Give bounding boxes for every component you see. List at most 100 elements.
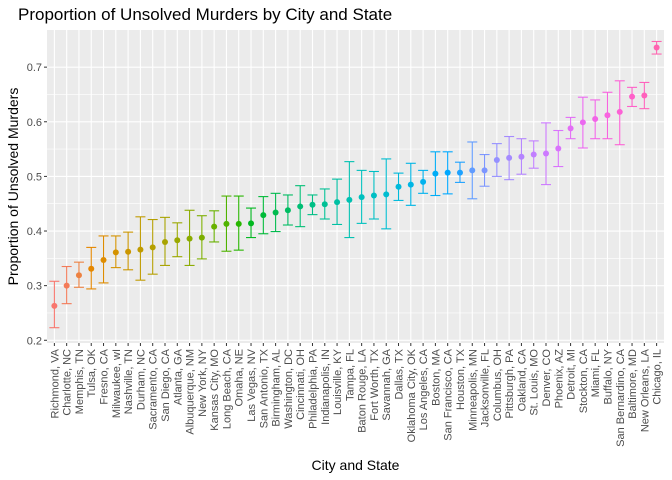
data-point xyxy=(493,157,500,164)
data-point xyxy=(469,167,476,174)
x-tick-label: Memphis, TN xyxy=(74,349,86,414)
data-point xyxy=(383,191,390,198)
city-point-group xyxy=(172,222,183,258)
x-tick-label: Oklahoma City, OK xyxy=(406,348,418,442)
data-point xyxy=(506,154,513,161)
city-point-group xyxy=(282,194,293,226)
x-tick-label: Houston, TX xyxy=(455,348,467,410)
data-point xyxy=(186,235,193,242)
x-axis-title: City and State xyxy=(312,457,400,473)
data-point xyxy=(174,237,181,244)
x-tick-label: Washington, DC xyxy=(283,349,295,429)
data-point xyxy=(555,145,562,152)
city-point-group xyxy=(393,172,404,201)
city-point-group xyxy=(418,169,429,194)
chart-title: Proportion of Unsolved Murders by City a… xyxy=(18,5,392,24)
city-point-group xyxy=(368,170,379,220)
x-tick-label: Dallas, TX xyxy=(394,348,406,399)
x-tick-label: Jacksonville, FL xyxy=(480,349,492,427)
city-point-group xyxy=(504,135,515,181)
data-point xyxy=(137,246,144,253)
x-tick-label: Birmingham, AL xyxy=(271,349,283,427)
city-point-group xyxy=(577,96,588,149)
x-tick-label: Tampa, FL xyxy=(344,349,356,401)
city-point-group xyxy=(405,162,416,206)
x-tick-label: Miami, FL xyxy=(590,349,602,397)
x-tick-label: Fort Worth, TX xyxy=(369,348,381,420)
x-tick-label: Buffalo, NY xyxy=(602,348,614,404)
x-tick-label: Savannah, GA xyxy=(381,348,393,420)
city-point-group xyxy=(110,235,121,269)
data-point xyxy=(260,212,267,219)
data-point xyxy=(567,125,574,132)
city-point-group xyxy=(49,280,60,329)
y-tick-label: 0.6 xyxy=(27,117,42,129)
data-point xyxy=(309,201,316,208)
city-point-group xyxy=(196,215,207,260)
city-point-group xyxy=(319,188,330,220)
x-tick-label: New Orleans, LA xyxy=(639,348,651,432)
y-axis-title: Proportion of Unsolved Murders xyxy=(5,88,21,286)
data-point xyxy=(235,220,242,227)
data-point xyxy=(444,169,451,176)
plot-panel xyxy=(47,30,664,343)
data-point xyxy=(63,282,70,289)
x-tick-label: Atlanta, GA xyxy=(172,348,184,405)
x-tick-label: San Diego, CA xyxy=(160,348,172,421)
city-point-group xyxy=(590,99,601,140)
data-point xyxy=(211,223,218,230)
x-tick-label: Baltimore, MD xyxy=(627,349,639,419)
city-point-group xyxy=(86,246,97,290)
data-point xyxy=(407,181,414,188)
city-point-group xyxy=(565,116,576,140)
data-point xyxy=(395,183,402,190)
city-point-group xyxy=(209,210,220,243)
city-point-group xyxy=(541,122,552,186)
x-tick-label: St. Louis, MO xyxy=(529,349,541,416)
y-tick-label: 0.5 xyxy=(27,171,42,183)
data-point xyxy=(248,220,255,227)
city-point-group xyxy=(430,151,441,197)
city-point-group xyxy=(528,140,539,169)
x-tick-label: San Francisco, CA xyxy=(443,348,455,440)
city-point-group xyxy=(491,143,502,177)
x-tick-label: Albuquerque, NM xyxy=(185,349,197,435)
x-tick-label: Columbus, OH xyxy=(492,349,504,421)
x-tick-label: Detroit, MI xyxy=(566,349,578,400)
city-point-group xyxy=(467,141,478,200)
data-point xyxy=(543,150,550,157)
y-axis: 0.2 0.3 0.4 0.5 0.6 0.7 xyxy=(27,62,47,347)
x-tick-label: Baton Rouge, LA xyxy=(357,348,369,432)
data-point xyxy=(518,153,525,160)
city-point-group xyxy=(356,169,367,224)
data-point xyxy=(346,196,353,203)
x-tick-label: Durham, NC xyxy=(135,349,147,410)
x-tick-label: Minneapolis, MN xyxy=(467,349,479,431)
data-point xyxy=(51,302,58,309)
city-point-group xyxy=(627,86,638,108)
city-point-group xyxy=(258,196,269,235)
data-point xyxy=(629,93,636,100)
data-point xyxy=(420,178,427,185)
data-point xyxy=(284,207,291,214)
city-point-group xyxy=(184,209,195,266)
city-point-group xyxy=(98,235,109,284)
x-tick-label: Los Angeles, CA xyxy=(418,348,430,430)
x-tick-label: Boston, MA xyxy=(430,348,442,406)
data-point xyxy=(88,265,95,272)
city-point-group xyxy=(602,91,613,140)
data-point xyxy=(432,170,439,177)
y-tick-label: 0.2 xyxy=(27,335,42,347)
x-tick-label: Denver, CO xyxy=(541,349,553,407)
city-point-group xyxy=(246,207,257,239)
city-point-group xyxy=(307,194,318,216)
city-point-group xyxy=(442,151,453,195)
city-point-group xyxy=(61,265,72,305)
x-tick-label: Pittsburgh, PA xyxy=(504,348,516,418)
x-tick-label: Philadelphia, PA xyxy=(307,348,319,429)
data-point xyxy=(161,238,168,245)
data-point xyxy=(592,116,599,123)
data-point xyxy=(530,151,537,158)
data-point xyxy=(334,199,341,206)
